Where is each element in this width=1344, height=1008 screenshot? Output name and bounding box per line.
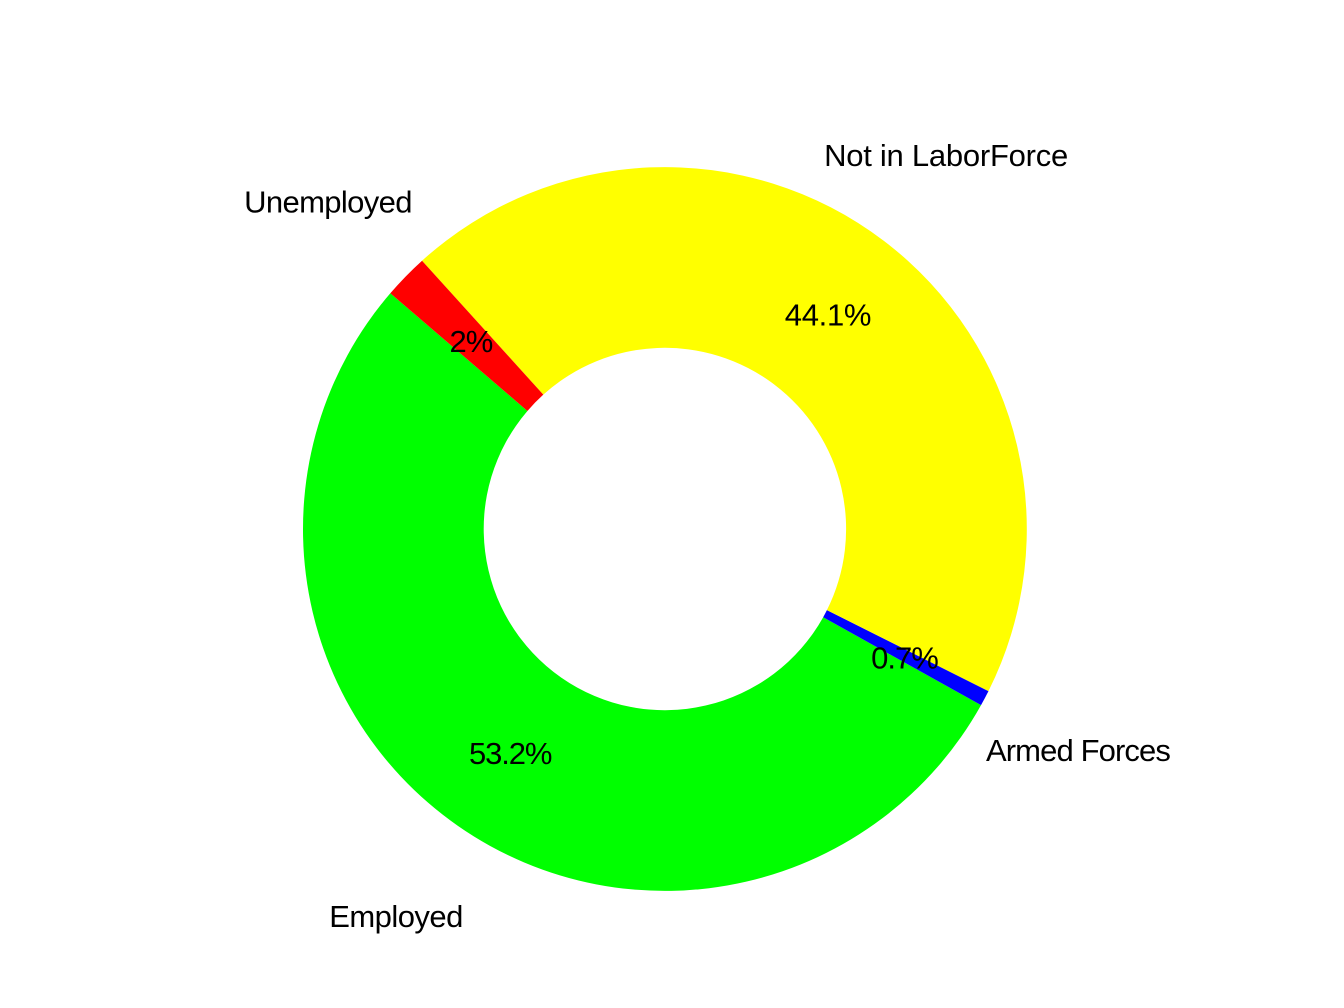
svg-text:Unemployed: Unemployed	[244, 184, 412, 219]
svg-text:2%: 2%	[449, 324, 492, 359]
svg-text:Armed Forces: Armed Forces	[986, 733, 1170, 768]
svg-text:44.1%: 44.1%	[785, 298, 871, 333]
svg-text:53.2%: 53.2%	[469, 736, 552, 771]
svg-text:Employed: Employed	[329, 899, 463, 934]
svg-text:Not in LaborForce: Not in LaborForce	[824, 138, 1068, 173]
svg-text:0.7%: 0.7%	[871, 640, 938, 675]
